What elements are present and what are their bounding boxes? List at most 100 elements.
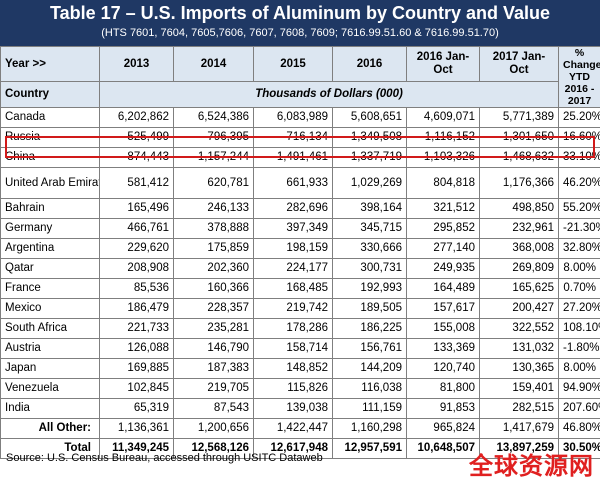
value-cell-ytd2017: 282,515 bbox=[480, 399, 559, 419]
value-cell-y2014: 1,200,656 bbox=[174, 419, 254, 439]
country-cell: Germany bbox=[1, 219, 100, 239]
country-cell: United Arab Emirates bbox=[1, 168, 100, 199]
title-banner: Table 17 – U.S. Imports of Aluminum by C… bbox=[0, 0, 600, 46]
value-cell-ytd2016: 1,103,326 bbox=[407, 148, 480, 168]
value-cell-y2016: 186,225 bbox=[333, 319, 407, 339]
value-cell-ytd2017: 131,032 bbox=[480, 339, 559, 359]
country-cell: Venezuela bbox=[1, 379, 100, 399]
value-cell-y2014: 228,357 bbox=[174, 299, 254, 319]
value-cell-pct: 33.10% bbox=[559, 148, 600, 168]
table-title: Table 17 – U.S. Imports of Aluminum by C… bbox=[0, 0, 600, 25]
value-cell-ytd2016: 155,008 bbox=[407, 319, 480, 339]
value-cell-y2016: 111,159 bbox=[333, 399, 407, 419]
country-cell: France bbox=[1, 279, 100, 299]
value-cell-y2016: 345,715 bbox=[333, 219, 407, 239]
table-subtitle: (HTS 7601, 7604, 7605,7606, 7607, 7608, … bbox=[0, 25, 600, 41]
value-cell-y2013: 85,536 bbox=[100, 279, 174, 299]
value-cell-pct: 0.70% bbox=[559, 279, 600, 299]
value-cell-y2016: 5,608,651 bbox=[333, 108, 407, 128]
value-cell-y2015: 219,742 bbox=[254, 299, 333, 319]
value-cell-y2016: 156,761 bbox=[333, 339, 407, 359]
value-cell-y2014: 620,781 bbox=[174, 168, 254, 199]
value-cell-y2015: 178,286 bbox=[254, 319, 333, 339]
year-label-header: Year >> bbox=[1, 47, 100, 82]
value-cell-y2013: 6,202,862 bbox=[100, 108, 174, 128]
value-cell-ytd2017: 159,401 bbox=[480, 379, 559, 399]
value-cell-pct: 46.20% bbox=[559, 168, 600, 199]
value-cell-ytd2016: 133,369 bbox=[407, 339, 480, 359]
value-cell-pct: -21.30% bbox=[559, 219, 600, 239]
value-cell-ytd2017: 1,417,679 bbox=[480, 419, 559, 439]
value-cell-y2013: 165,496 bbox=[100, 199, 174, 219]
country-cell: Argentina bbox=[1, 239, 100, 259]
value-cell-y2015: 661,933 bbox=[254, 168, 333, 199]
value-cell-y2016: 189,505 bbox=[333, 299, 407, 319]
value-cell-y2013: 466,761 bbox=[100, 219, 174, 239]
header-row-units: Country Thousands of Dollars (000) bbox=[1, 82, 600, 108]
value-cell-y2014: 246,133 bbox=[174, 199, 254, 219]
units-header: Thousands of Dollars (000) bbox=[100, 82, 559, 108]
value-cell-ytd2016: 295,852 bbox=[407, 219, 480, 239]
value-cell-y2013: 229,620 bbox=[100, 239, 174, 259]
header-2014: 2014 bbox=[174, 47, 254, 82]
value-cell-y2014: 175,859 bbox=[174, 239, 254, 259]
value-cell-y2016: 116,038 bbox=[333, 379, 407, 399]
header-2016-jan-oct: 2016 Jan-Oct bbox=[407, 47, 480, 82]
value-cell-y2013: 581,412 bbox=[100, 168, 174, 199]
value-cell-pct: 32.80% bbox=[559, 239, 600, 259]
value-cell-ytd2017: 1,468,632 bbox=[480, 148, 559, 168]
country-cell: Mexico bbox=[1, 299, 100, 319]
value-cell-y2014: 160,366 bbox=[174, 279, 254, 299]
value-cell-y2014: 187,383 bbox=[174, 359, 254, 379]
value-cell-y2016: 144,209 bbox=[333, 359, 407, 379]
value-cell-ytd2016: 1,116,152 bbox=[407, 128, 480, 148]
value-cell-ytd2016: 164,489 bbox=[407, 279, 480, 299]
value-cell-y2015: 148,852 bbox=[254, 359, 333, 379]
header-2016: 2016 bbox=[333, 47, 407, 82]
value-cell-pct: 207.60% bbox=[559, 399, 600, 419]
value-cell-y2014: 219,705 bbox=[174, 379, 254, 399]
header-2017-jan-oct: 2017 Jan-Oct bbox=[480, 47, 559, 82]
value-cell-y2015: 115,826 bbox=[254, 379, 333, 399]
value-cell-y2015: 168,485 bbox=[254, 279, 333, 299]
value-cell-y2016: 1,160,298 bbox=[333, 419, 407, 439]
value-cell-y2013: 208,908 bbox=[100, 259, 174, 279]
value-cell-pct: 8.00% bbox=[559, 359, 600, 379]
country-cell: South Africa bbox=[1, 319, 100, 339]
value-cell-ytd2017: 498,850 bbox=[480, 199, 559, 219]
value-cell-y2015: 397,349 bbox=[254, 219, 333, 239]
value-cell-y2015: 282,696 bbox=[254, 199, 333, 219]
value-cell-y2016: 192,993 bbox=[333, 279, 407, 299]
value-cell-y2013: 102,845 bbox=[100, 379, 174, 399]
value-cell-y2013: 221,733 bbox=[100, 319, 174, 339]
value-cell-y2013: 126,088 bbox=[100, 339, 174, 359]
country-cell: India bbox=[1, 399, 100, 419]
value-cell-ytd2017: 269,809 bbox=[480, 259, 559, 279]
value-cell-y2015: 1,491,461 bbox=[254, 148, 333, 168]
source-note: Source: U.S. Census Bureau, accessed thr… bbox=[6, 452, 323, 464]
country-cell: Bahrain bbox=[1, 199, 100, 219]
value-cell-ytd2016: 4,609,071 bbox=[407, 108, 480, 128]
value-cell-y2015: 139,038 bbox=[254, 399, 333, 419]
value-cell-y2016: 398,164 bbox=[333, 199, 407, 219]
value-cell-y2015: 198,159 bbox=[254, 239, 333, 259]
country-cell: All Other: bbox=[1, 419, 100, 439]
value-cell-y2014: 235,281 bbox=[174, 319, 254, 339]
value-cell-ytd2016: 804,818 bbox=[407, 168, 480, 199]
value-cell-y2013: 874,443 bbox=[100, 148, 174, 168]
value-cell-ytd2017: 165,625 bbox=[480, 279, 559, 299]
value-cell-ytd2017: 1,176,366 bbox=[480, 168, 559, 199]
country-cell: Japan bbox=[1, 359, 100, 379]
value-cell-ytd2016: 249,935 bbox=[407, 259, 480, 279]
value-cell-pct: 46.80% bbox=[559, 419, 600, 439]
